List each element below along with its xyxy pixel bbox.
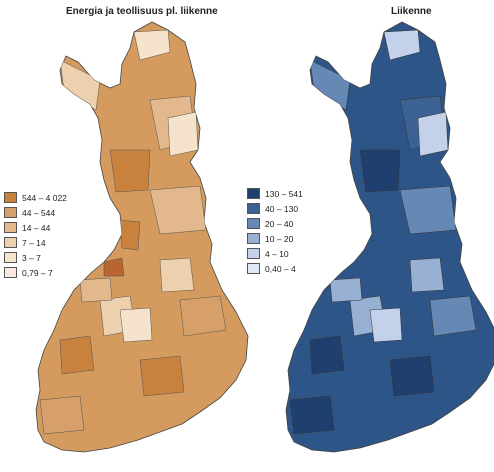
legend-swatch bbox=[4, 222, 17, 233]
region-patch bbox=[179, 295, 227, 337]
legend-item: 10 – 20 bbox=[247, 231, 303, 246]
legend-swatch bbox=[247, 188, 260, 199]
legend-item: 4 – 10 bbox=[247, 246, 303, 261]
legend-label: 0,79 – 7 bbox=[22, 267, 53, 278]
legend-item: 0,79 – 7 bbox=[4, 265, 67, 280]
legend-label: 544 – 4 022 bbox=[22, 192, 67, 203]
legend-item: 130 – 541 bbox=[247, 186, 303, 201]
region-patch bbox=[139, 355, 185, 397]
municipalities-left bbox=[39, 29, 227, 435]
legend-label: 3 – 7 bbox=[22, 252, 41, 263]
region-patch bbox=[429, 295, 477, 337]
region-patch bbox=[59, 59, 101, 111]
region-patch bbox=[383, 29, 421, 61]
municipalities-right bbox=[289, 29, 477, 435]
region-patch bbox=[133, 29, 171, 61]
legend-item: 44 – 544 bbox=[4, 205, 67, 220]
map-transport bbox=[285, 21, 494, 453]
legend-swatch bbox=[247, 233, 260, 244]
legend-label: 20 – 40 bbox=[265, 218, 294, 229]
region-patch bbox=[109, 149, 151, 193]
legend-swatch bbox=[247, 248, 260, 259]
legend-energy: 544 – 4 022 44 – 544 14 – 44 7 – 14 3 – … bbox=[4, 190, 67, 280]
legend-swatch bbox=[4, 252, 17, 263]
legend-item: 20 – 40 bbox=[247, 216, 303, 231]
region-patch bbox=[399, 185, 457, 235]
region-patch bbox=[309, 335, 345, 375]
region-patch bbox=[119, 219, 141, 251]
legend-swatch bbox=[4, 237, 17, 248]
region-patch bbox=[289, 395, 335, 435]
region-patch bbox=[417, 111, 449, 157]
legend-swatch bbox=[4, 207, 17, 218]
region-patch bbox=[79, 277, 113, 303]
legend-label: 10 – 20 bbox=[265, 233, 294, 244]
legend-item: 544 – 4 022 bbox=[4, 190, 67, 205]
map-title-energy: Energia ja teollisuus pl. liikenne bbox=[66, 6, 218, 17]
legend-label: 40 – 130 bbox=[265, 203, 299, 214]
map-title-transport: Liikenne bbox=[391, 6, 432, 17]
region-patch bbox=[359, 149, 401, 193]
region-patch bbox=[149, 185, 207, 235]
region-patch bbox=[369, 307, 403, 343]
legend-swatch bbox=[247, 263, 260, 274]
legend-item: 14 – 44 bbox=[4, 220, 67, 235]
legend-item: 3 – 7 bbox=[4, 250, 67, 265]
legend-label: 4 – 10 bbox=[265, 248, 289, 259]
legend-label: 0,40 – 4 bbox=[265, 263, 296, 274]
region-patch bbox=[59, 335, 95, 375]
legend-swatch bbox=[247, 218, 260, 229]
legend-label: 7 – 14 bbox=[22, 237, 46, 248]
legend-item: 0,40 – 4 bbox=[247, 261, 303, 276]
legend-swatch bbox=[4, 267, 17, 278]
region-patch bbox=[159, 257, 195, 293]
legend-label: 14 – 44 bbox=[22, 222, 51, 233]
region-patch bbox=[409, 257, 445, 293]
map-energy bbox=[35, 21, 249, 453]
region-patch bbox=[103, 257, 125, 277]
region-patch bbox=[389, 355, 435, 397]
region-patch bbox=[119, 307, 153, 343]
legend-swatch bbox=[247, 203, 260, 214]
legend-transport: 130 – 541 40 – 130 20 – 40 10 – 20 4 – 1… bbox=[247, 186, 303, 276]
region-patch bbox=[167, 111, 199, 157]
legend-label: 44 – 544 bbox=[22, 207, 56, 218]
region-patch bbox=[329, 277, 363, 303]
legend-item: 7 – 14 bbox=[4, 235, 67, 250]
legend-label: 130 – 541 bbox=[265, 188, 303, 199]
legend-item: 40 – 130 bbox=[247, 201, 303, 216]
region-patch bbox=[309, 59, 351, 111]
legend-swatch bbox=[4, 192, 17, 203]
region-patch bbox=[39, 395, 85, 435]
